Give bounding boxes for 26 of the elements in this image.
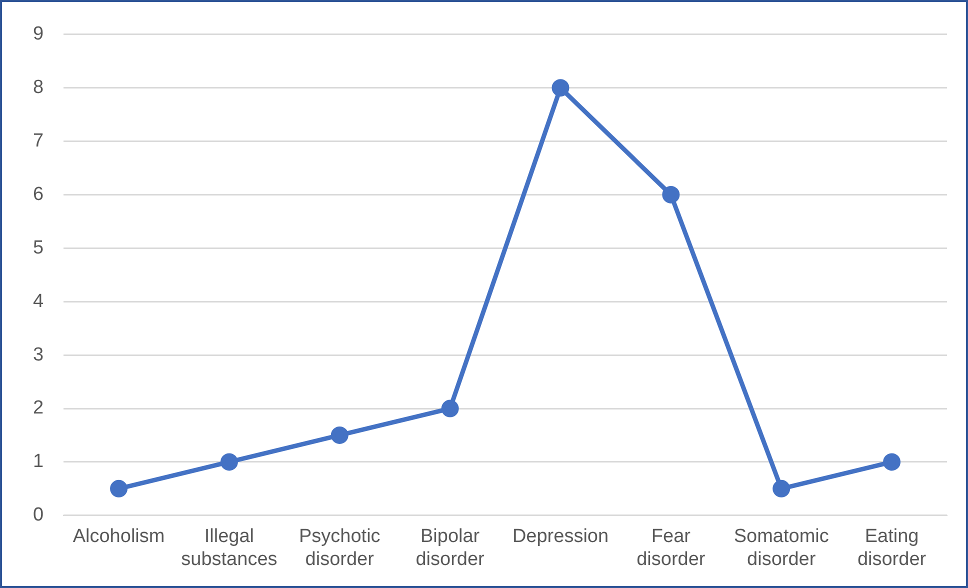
- y-tick-label: 9: [32, 24, 44, 45]
- x-tick-label: Fear disorder: [636, 526, 706, 570]
- y-tick-label: 6: [32, 184, 44, 205]
- y-tick-label: 8: [32, 77, 44, 98]
- y-tick-label: 7: [32, 130, 44, 152]
- y-tick-label: 4: [32, 290, 44, 312]
- point: [883, 453, 901, 471]
- point: [220, 453, 238, 471]
- point: [330, 426, 348, 444]
- x-tick-label: Somatomic disorder: [734, 526, 829, 570]
- point: [772, 480, 790, 498]
- x-tick-label: Psychotic disorder: [298, 526, 380, 570]
- point: [662, 186, 680, 204]
- x-tick-label: Bipolar disorder: [416, 526, 486, 570]
- y-tick-label: 1: [32, 451, 44, 472]
- x-tick-label: Eating disorder: [857, 526, 927, 570]
- x-tick-label: Alcoholism: [72, 526, 165, 548]
- point: [441, 400, 459, 418]
- y-tick-label: 3: [32, 344, 44, 366]
- point: [552, 79, 570, 97]
- x-tick-label: Depression: [512, 526, 609, 548]
- y-tick-label: 5: [32, 237, 44, 258]
- x-tick-label: Illegal substances: [181, 526, 278, 570]
- y-tick-label: 2: [32, 398, 44, 419]
- point: [110, 480, 128, 498]
- y-tick-label: 0: [32, 504, 44, 526]
